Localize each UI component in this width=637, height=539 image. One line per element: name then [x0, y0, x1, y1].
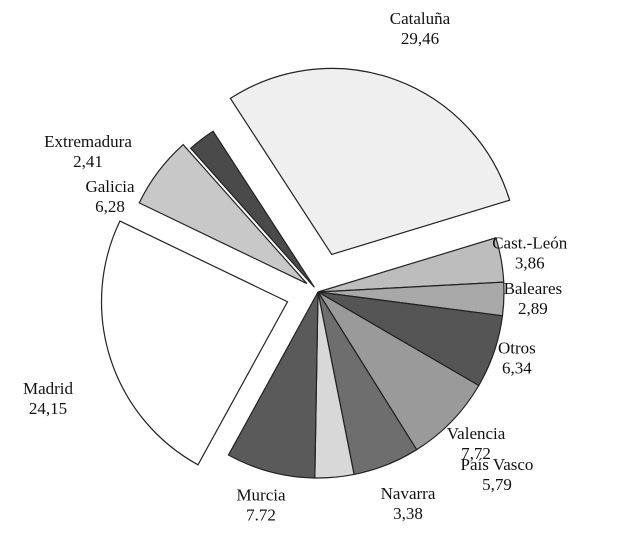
slice-label: Extremadura	[44, 132, 132, 151]
slice-label: Navarra	[381, 484, 436, 503]
slice-value: 6,34	[502, 358, 532, 377]
slice-label: Galicia	[85, 177, 135, 196]
slice-value: 3,38	[393, 504, 423, 523]
slice-value: 24,15	[29, 399, 67, 418]
slice-value: 7,72	[461, 444, 491, 463]
slice-label: Murcia	[236, 485, 286, 504]
slice-value: 7.72	[246, 505, 276, 524]
slice-value: 6,28	[95, 197, 125, 216]
slice-label: Madrid	[23, 379, 74, 398]
slice-value: 3,86	[515, 254, 545, 273]
pie-slice	[138, 143, 308, 285]
pie-slice	[100, 220, 289, 466]
slice-label: Cast.-León	[492, 234, 568, 253]
slice-label: Baleares	[504, 279, 563, 298]
slice-label: Cataluña	[390, 9, 451, 28]
slice-label: Valencia	[447, 424, 506, 443]
pie-slice	[227, 291, 319, 479]
pie-slice	[229, 67, 511, 256]
slice-value: 29,46	[401, 29, 439, 48]
slice-value: 2,89	[518, 299, 548, 318]
pie-slice	[189, 130, 315, 288]
slice-value: 5,79	[482, 475, 512, 494]
slice-value: 2,41	[73, 152, 103, 171]
slice-label: País Vasco	[461, 455, 534, 474]
slice-label: Otros	[498, 338, 536, 357]
